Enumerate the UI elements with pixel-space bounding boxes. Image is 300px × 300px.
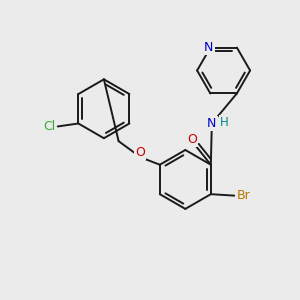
- Text: Cl: Cl: [43, 120, 55, 133]
- Text: N: N: [204, 41, 214, 54]
- Text: O: O: [187, 133, 196, 146]
- Text: N: N: [207, 117, 217, 130]
- Text: O: O: [135, 146, 145, 159]
- Text: Br: Br: [236, 189, 250, 202]
- Text: H: H: [220, 116, 229, 128]
